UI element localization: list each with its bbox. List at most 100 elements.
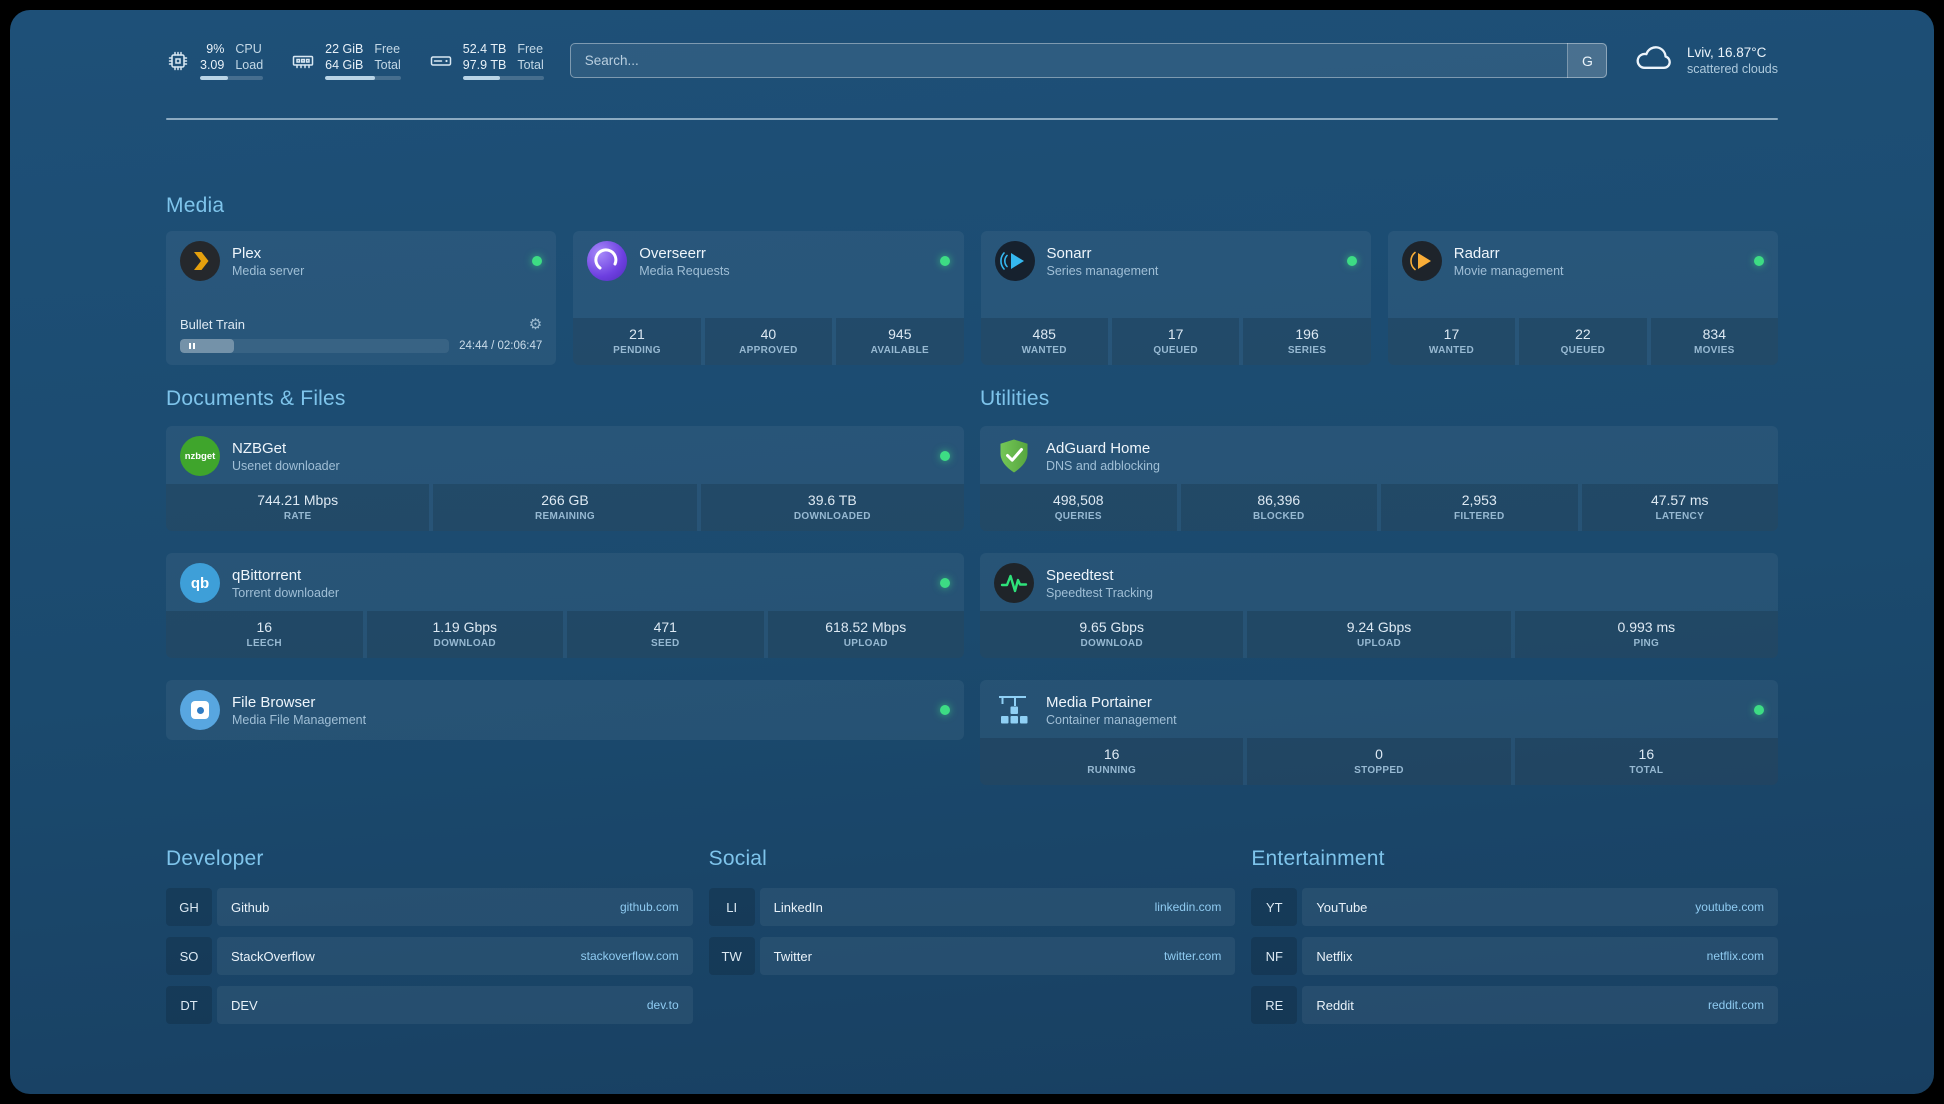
stat-tile: 9.24 Gbps UPLOAD — [1247, 611, 1511, 658]
section-title-media: Media — [166, 194, 225, 217]
service-card-qbittorrent[interactable]: qb qBittorrent Torrent downloader 16 — [166, 553, 964, 658]
status-dot — [532, 256, 543, 266]
cpu-widget: 9% 3.09 CPU Load — [166, 41, 264, 80]
stat-tile: 0.993 ms PING — [1514, 611, 1778, 658]
bookmark-abbr: NF — [1251, 937, 1298, 975]
playback-time: 24:44 / 02:06:47 — [459, 340, 543, 352]
service-card-portainer[interactable]: Media Portainer Container management 16 … — [980, 680, 1778, 785]
media-section: Media Plex Media server — [166, 192, 1778, 365]
stat-tile: 1.19 Gbps DOWNLOAD — [366, 611, 563, 658]
memory-widget: 22 GiB 64 GiB Free Total — [291, 41, 401, 80]
bookmark-stackoverflow[interactable]: SO StackOverflow stackoverflow.com — [166, 937, 693, 975]
service-name: Overseerr — [639, 244, 706, 262]
cpu-usage-label: CPU — [235, 42, 262, 56]
service-description: Container management — [1046, 712, 1177, 727]
speedtest-icon — [994, 563, 1034, 603]
bookmark-dev[interactable]: DT DEV dev.to — [166, 986, 693, 1024]
cpu-usage-bar — [200, 76, 264, 80]
stat-tile: 40 APPROVED — [704, 318, 833, 365]
stat-tile: 16 LEECH — [166, 611, 363, 658]
pause-icon[interactable] — [189, 343, 191, 349]
memory-total-value: 64 GiB — [325, 58, 364, 72]
status-dot — [1346, 256, 1357, 266]
search-bar: G — [569, 43, 1607, 78]
bookmark-abbr: TW — [708, 937, 755, 975]
weather-location-temp: Lviv, 16.87°C — [1686, 45, 1767, 60]
service-description: Series management — [1046, 263, 1159, 278]
search-provider-button[interactable]: G — [1566, 43, 1607, 78]
bookmark-url: stackoverflow.com — [580, 949, 679, 963]
bookmark-youtube[interactable]: YT YouTube youtube.com — [1251, 888, 1778, 926]
portainer-icon — [994, 690, 1034, 730]
stat-tile: 17 QUEUED — [1111, 318, 1240, 365]
memory-free-value: 22 GiB — [325, 42, 364, 56]
stat-tile: 16 RUNNING — [980, 738, 1244, 785]
service-name: Speedtest — [1046, 566, 1114, 584]
stat-tile: 47.57 ms LATENCY — [1581, 484, 1778, 531]
plex-icon — [180, 241, 220, 281]
search-input[interactable] — [569, 43, 1607, 78]
stat-tile: 485 WANTED — [980, 318, 1108, 365]
service-card-radarr[interactable]: Radarr Movie management 17 WANTED 22 QUE… — [1387, 231, 1778, 365]
status-dot — [940, 705, 950, 715]
service-card-nzbget[interactable]: nzbget NZBGet Usenet downloader 744.21 M… — [166, 426, 964, 531]
service-description: Torrent downloader — [232, 585, 340, 600]
bookmark-name: Netflix — [1316, 948, 1353, 964]
stat-tile: 17 WANTED — [1387, 318, 1516, 365]
bookmark-url: reddit.com — [1707, 998, 1764, 1012]
bookmark-twitter[interactable]: TW Twitter twitter.com — [708, 937, 1236, 975]
qbittorrent-icon: qb — [180, 563, 220, 603]
cpu-icon — [166, 49, 190, 73]
nzbget-icon: nzbget — [180, 436, 220, 476]
stat-tile: 471 SEED — [567, 611, 764, 658]
bookmark-url: github.com — [619, 900, 679, 914]
service-card-plex[interactable]: Plex Media server Bullet Train — [166, 231, 557, 365]
service-card-sonarr[interactable]: Sonarr Series management 485 WANTED 17 Q… — [980, 231, 1371, 365]
bookmark-linkedin[interactable]: LI LinkedIn linkedin.com — [708, 888, 1236, 926]
bookmark-abbr: SO — [166, 937, 212, 975]
status-dot — [1754, 705, 1764, 715]
cpu-load-label: Load — [235, 58, 264, 72]
service-name: Plex — [232, 244, 262, 262]
service-name: NZBGet — [232, 439, 287, 457]
service-card-adguard[interactable]: AdGuard Home DNS and adblocking 498,508 … — [980, 426, 1778, 531]
service-card-filebrowser[interactable]: File Browser Media File Management — [166, 680, 964, 740]
now-playing-title: Bullet Train — [180, 317, 246, 332]
bookmark-abbr: RE — [1251, 986, 1298, 1024]
documents-section: Documents & Files nzbget NZBGet Usenet d… — [166, 385, 964, 785]
gear-icon[interactable] — [529, 317, 542, 332]
service-name: qBittorrent — [232, 566, 302, 584]
status-dot — [940, 578, 950, 588]
playback-progress-bar[interactable] — [180, 339, 450, 353]
section-title-developer: Developer — [166, 847, 264, 870]
disk-usage-bar-fill — [462, 76, 501, 80]
service-card-speedtest[interactable]: Speedtest Speedtest Tracking 9.65 Gbps D… — [980, 553, 1778, 658]
service-card-overseerr[interactable]: Overseerr Media Requests 21 PENDING 40 A… — [573, 231, 964, 365]
disk-widget: 52.4 TB 97.9 TB Free Total — [429, 41, 544, 80]
memory-usage-bar — [325, 76, 401, 80]
cpu-readout: 9% 3.09 CPU Load — [200, 41, 264, 80]
section-title-utilities: Utilities — [980, 387, 1050, 410]
disk-readout: 52.4 TB 97.9 TB Free Total — [462, 41, 544, 80]
disk-free-value: 52.4 TB — [462, 42, 507, 56]
bookmark-netflix[interactable]: NF Netflix netflix.com — [1251, 937, 1778, 975]
bookmark-github[interactable]: GH Github github.com — [166, 888, 693, 926]
bookmark-url: netflix.com — [1706, 949, 1764, 963]
utilities-section: Utilities — [980, 385, 1778, 785]
status-dot — [1754, 256, 1764, 266]
weather-condition: scattered clouds — [1686, 62, 1778, 76]
service-description: DNS and adblocking — [1046, 458, 1160, 473]
stat-tile: 2,953 FILTERED — [1381, 484, 1578, 531]
bookmarks-entertainment: Entertainment YT YouTube youtube.com NF … — [1251, 845, 1778, 1035]
cpu-usage-value: 9% — [206, 42, 225, 56]
bookmark-name: Reddit — [1316, 997, 1354, 1013]
stat-tile: 22 QUEUED — [1519, 318, 1647, 365]
bookmark-abbr: YT — [1251, 888, 1298, 926]
memory-total-label: Total — [374, 58, 401, 72]
bookmark-reddit[interactable]: RE Reddit reddit.com — [1251, 986, 1778, 1024]
dashboard-panel: 9% 3.09 CPU Load — [10, 10, 1934, 1094]
now-playing-widget: Bullet Train 24:44 / 02:06:47 — [166, 317, 556, 365]
header-divider — [166, 118, 1778, 120]
cpu-usage-bar-fill — [200, 76, 229, 80]
stat-tile: 86,396 BLOCKED — [1180, 484, 1377, 531]
